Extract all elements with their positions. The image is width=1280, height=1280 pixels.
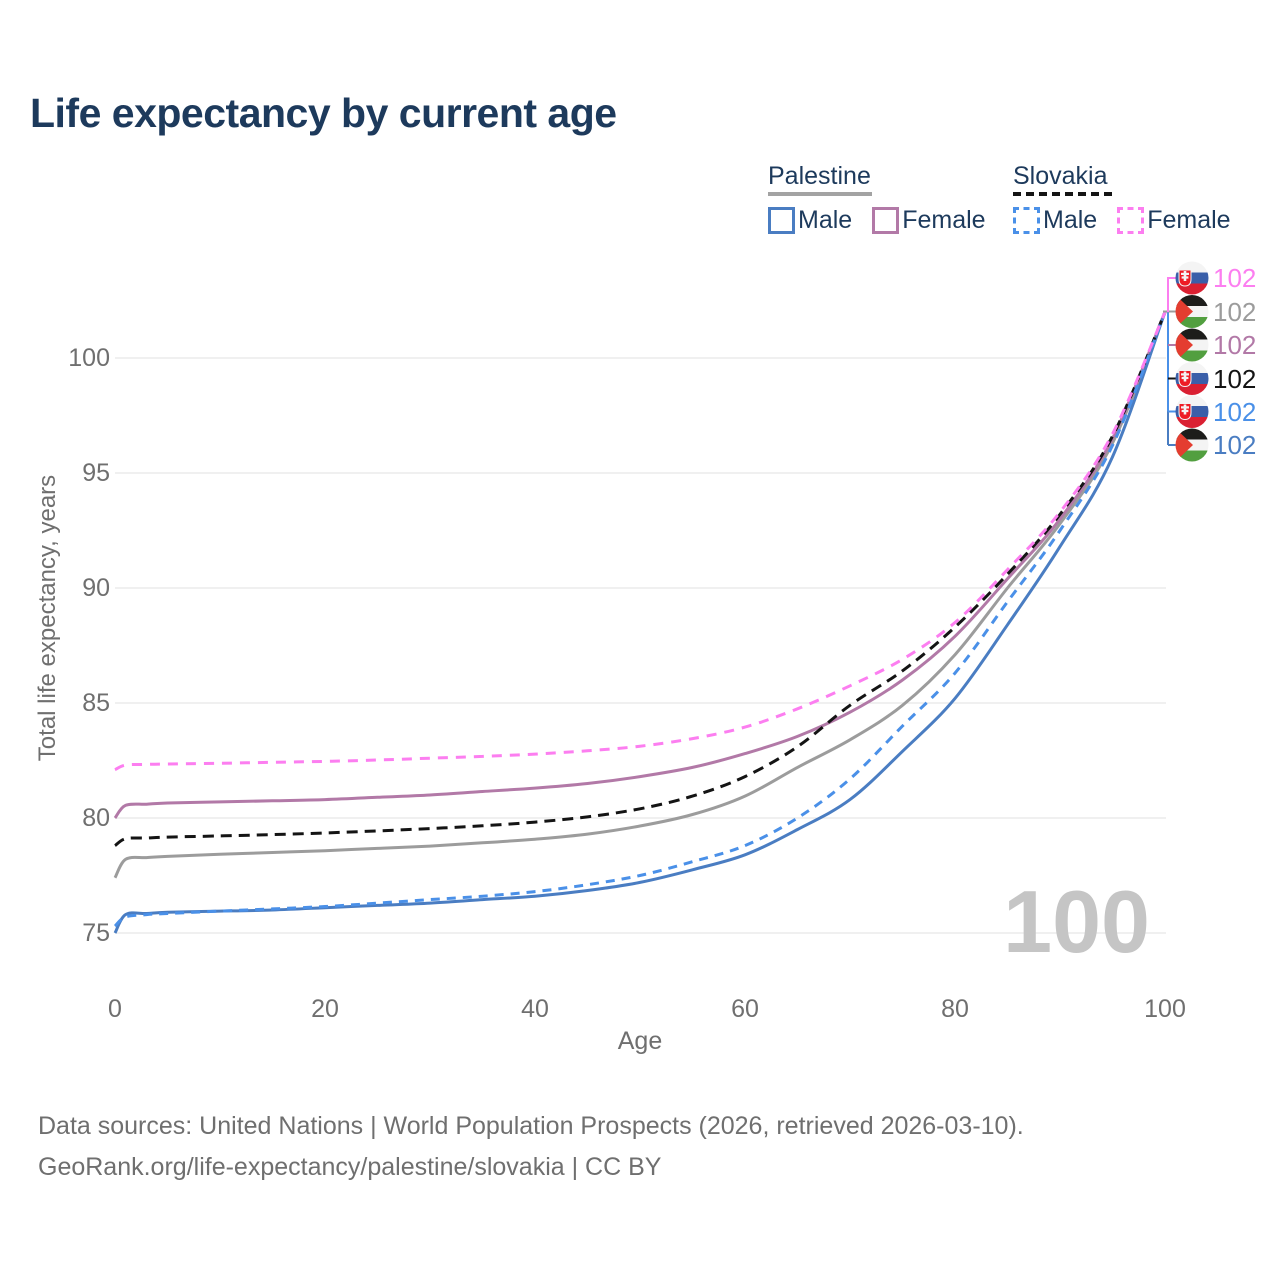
current-age-watermark: 100 [1003,872,1150,971]
slovakia-female-swatch [1117,207,1145,234]
legend-item-label: Female [902,206,986,234]
legend-header-palestine: Palestine [768,162,871,190]
page-title: Life expectancy by current age [30,90,617,136]
x-axis-title: Age [617,1027,663,1055]
x-tick-label-80: 80 [941,995,969,1023]
footer: Data sources: United Nations | World Pop… [38,1106,1024,1188]
y-tick-label-75: 75 [82,919,110,947]
legend-item-palestine-male[interactable]: Male [768,206,852,235]
legend-item-slovakia-male[interactable]: Male [1013,206,1097,235]
flag-icon-palestine [1175,428,1209,462]
y-tick-label-95: 95 [82,459,110,487]
x-tick-label-100: 100 [1144,995,1186,1023]
end-value-label-slovakia-total: 102 [1213,363,1257,394]
series-line-palestine-male [113,311,1167,934]
end-value-label-palestine-male: 102 [1213,430,1257,460]
slovakia-male-swatch [1013,207,1040,234]
legend-group-slovakia: Slovakia Male Female [1013,163,1251,235]
flag-icon-slovakia [1175,395,1209,428]
x-tick-label-0: 0 [108,995,122,1023]
legend-item-label: Male [1043,206,1098,234]
end-value-label-palestine-female: 102 [1213,330,1257,360]
palestine-line-style-sample [768,192,872,196]
legend: Palestine Male Female Slovakia Male [0,163,1280,248]
flag-icon-palestine [1175,328,1209,362]
legend-item-label: Female [1147,206,1231,234]
y-tick-label-80: 80 [82,804,110,832]
y-tick-label-90: 90 [82,574,110,602]
attribution-line: GeoRank.org/life-expectancy/palestine/sl… [38,1153,662,1181]
x-tick-label-40: 40 [521,995,549,1023]
series-line-slovakia-male [113,311,1167,928]
legend-item-palestine-female[interactable]: Female [872,206,986,235]
series-line-palestine-female [113,311,1167,819]
x-tick-label-60: 60 [731,995,759,1023]
series-line-palestine-total [113,311,1167,879]
y-tick-label-85: 85 [82,689,110,717]
series-line-slovakia-female [114,311,1167,772]
legend-item-label: Male [798,206,853,234]
legend-header-slovakia: Slovakia [1013,162,1108,190]
end-value-label-palestine-total: 102 [1213,296,1257,327]
leader-slovakia-female [1167,277,1177,312]
legend-group-palestine: Palestine Male Female [768,163,1006,235]
flag-icon-slovakia [1175,362,1209,395]
end-value-label-slovakia-female: 102 [1213,263,1257,293]
legend-item-slovakia-female[interactable]: Female [1117,206,1231,235]
x-tick-label-20: 20 [311,995,339,1023]
palestine-female-swatch [872,207,900,234]
flag-icon-palestine [1175,295,1209,328]
data-sources-line: Data sources: United Nations | World Pop… [38,1112,1024,1140]
end-value-label-slovakia-male: 102 [1213,396,1257,427]
flag-icon-slovakia [1175,261,1209,295]
y-tick-label-100: 100 [68,344,110,372]
palestine-male-swatch [768,207,795,234]
slovakia-line-style-sample [1013,192,1117,196]
